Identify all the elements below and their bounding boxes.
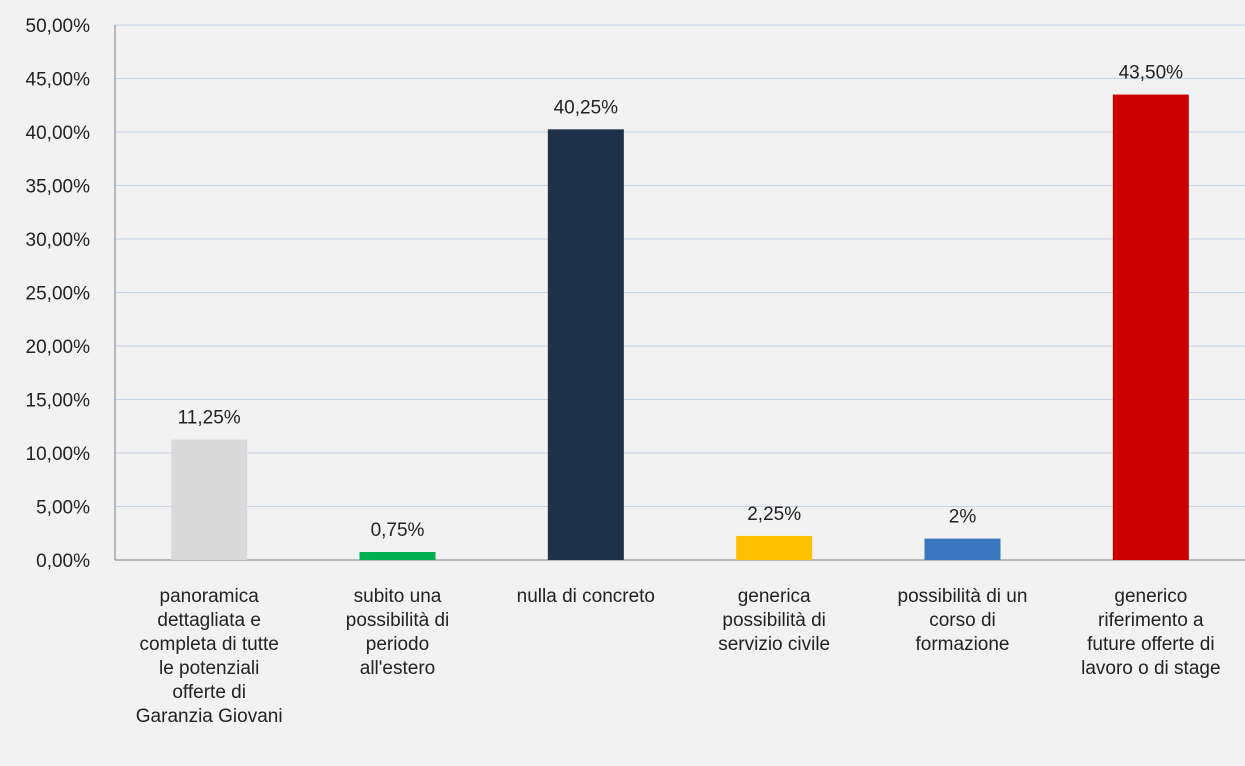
- y-tick-label: 35,00%: [26, 177, 91, 198]
- data-label: 2%: [949, 507, 977, 528]
- y-tick-label: 20,00%: [26, 337, 91, 358]
- bar: [1112, 94, 1189, 561]
- y-tick-label: 50,00%: [26, 16, 91, 37]
- data-label: 40,25%: [554, 97, 619, 118]
- x-category-label: dettagliata e: [157, 610, 261, 631]
- x-category-label: generico: [1114, 586, 1187, 607]
- data-label: 11,25%: [178, 408, 241, 429]
- x-category-label: possibilità di: [346, 610, 450, 631]
- x-category-label: possibilità di un: [898, 586, 1028, 607]
- x-category-label: generica: [738, 586, 811, 607]
- bar: [359, 551, 436, 560]
- data-label: 0,75%: [371, 520, 425, 541]
- x-category-label: offerte di: [172, 682, 246, 703]
- x-category-label: subito una: [354, 586, 442, 607]
- y-tick-label: 15,00%: [26, 391, 91, 412]
- bar: [171, 439, 248, 560]
- x-category-label: all'estero: [360, 658, 435, 679]
- y-tick-label: 40,00%: [26, 123, 91, 144]
- y-tick-label: 30,00%: [26, 230, 91, 251]
- x-category-label: corso di: [929, 610, 996, 631]
- x-category-label: possibilità di: [722, 610, 826, 631]
- x-category-label: periodo: [366, 634, 429, 655]
- x-category-label: panoramica: [160, 586, 260, 607]
- x-category-label: le potenziali: [159, 658, 259, 679]
- x-category-label: riferimento a: [1098, 610, 1204, 631]
- bar: [736, 535, 813, 560]
- y-tick-label: 25,00%: [26, 284, 91, 305]
- x-category-label: nulla di concreto: [517, 586, 655, 607]
- x-category-label: formazione: [916, 634, 1010, 655]
- y-tick-label: 10,00%: [26, 444, 91, 465]
- x-category-label: future offerte di: [1087, 634, 1214, 655]
- bar: [924, 538, 1001, 560]
- y-tick-label: 0,00%: [36, 551, 90, 572]
- data-label: 2,25%: [747, 504, 801, 525]
- y-tick-label: 45,00%: [26, 70, 91, 91]
- x-category-label: completa di tutte: [139, 634, 278, 655]
- bar: [547, 129, 624, 560]
- data-label: 43,50%: [1119, 63, 1184, 84]
- x-category-label: Garanzia Giovani: [136, 706, 283, 727]
- y-tick-label: 5,00%: [36, 498, 90, 519]
- x-category-label: lavoro o di stage: [1081, 658, 1220, 679]
- x-category-label: servizio civile: [718, 634, 830, 655]
